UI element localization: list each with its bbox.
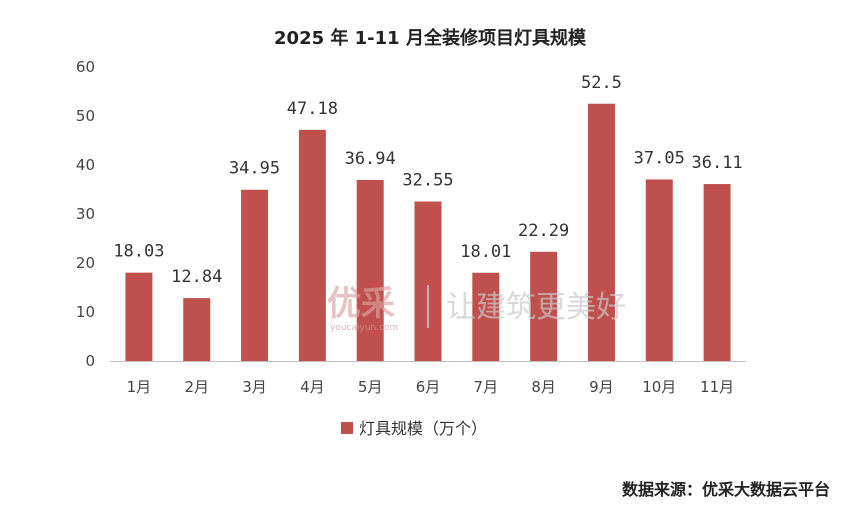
bar — [298, 129, 326, 361]
bar — [587, 103, 615, 361]
x-tick-label: 11月 — [700, 378, 734, 396]
x-tick-label: 8月 — [531, 378, 556, 396]
bar — [472, 272, 500, 361]
x-tick-label: 10月 — [642, 378, 676, 396]
data-labels: 18.03 12.84 34.95 47.18 36.94 32.55 18.01 22.29… — [113, 73, 742, 287]
data-label: 22.29 — [518, 221, 569, 241]
legend-label: 灯具规模（万个） — [359, 419, 487, 438]
bar — [183, 298, 211, 361]
data-label: 12.84 — [171, 267, 222, 287]
x-tick-label: 3月 — [242, 378, 267, 396]
data-label: 18.01 — [460, 242, 511, 262]
y-axis: 0 10 20 30 40 50 60 — [76, 58, 95, 370]
watermark: 优采 youcaiyun.com 让建筑更美好 — [327, 284, 626, 333]
legend-swatch — [341, 422, 353, 434]
legend: 灯具规模（万个） — [341, 419, 487, 438]
y-tick-label: 40 — [76, 156, 95, 174]
bar — [645, 179, 673, 361]
y-tick-label: 20 — [76, 254, 95, 272]
data-label: 47.18 — [287, 99, 338, 119]
chart-title: 2025 年 1-11 月全装修项目灯具规模 — [274, 27, 587, 49]
x-tick-label: 9月 — [589, 378, 614, 396]
x-tick-label: 1月 — [127, 378, 152, 396]
data-label: 36.11 — [691, 153, 742, 173]
x-axis: 1月 2月 3月 4月 5月 6月 7月 8月 9月 10月 11月 — [110, 361, 746, 396]
x-tick-label: 4月 — [300, 378, 325, 396]
data-label: 32.55 — [402, 171, 453, 191]
x-tick-label: 5月 — [358, 378, 383, 396]
watermark-url: youcaiyun.com — [330, 323, 398, 333]
watermark-slogan: 让建筑更美好 — [446, 290, 626, 325]
bars — [125, 103, 731, 361]
y-tick-label: 0 — [85, 352, 95, 370]
data-label: 18.03 — [113, 242, 164, 262]
y-tick-label: 30 — [76, 205, 95, 223]
x-tick-label: 2月 — [184, 378, 209, 396]
bar — [356, 179, 384, 361]
bar — [125, 272, 153, 361]
data-label: 37.05 — [634, 148, 685, 168]
bar — [530, 251, 558, 361]
y-tick-label: 60 — [76, 58, 95, 76]
x-tick-label: 7月 — [474, 378, 499, 396]
watermark-logo: 优采 — [327, 284, 395, 324]
data-source: 数据来源：优采大数据云平台 — [622, 480, 830, 499]
y-tick-label: 10 — [76, 303, 95, 321]
x-tick-label: 6月 — [416, 378, 441, 396]
data-label: 34.95 — [229, 159, 280, 179]
data-label: 52.5 — [581, 73, 622, 93]
bar — [241, 189, 269, 361]
y-tick-label: 50 — [76, 107, 95, 125]
bar — [703, 184, 731, 361]
data-label: 36.94 — [345, 149, 396, 169]
bar — [414, 201, 442, 361]
